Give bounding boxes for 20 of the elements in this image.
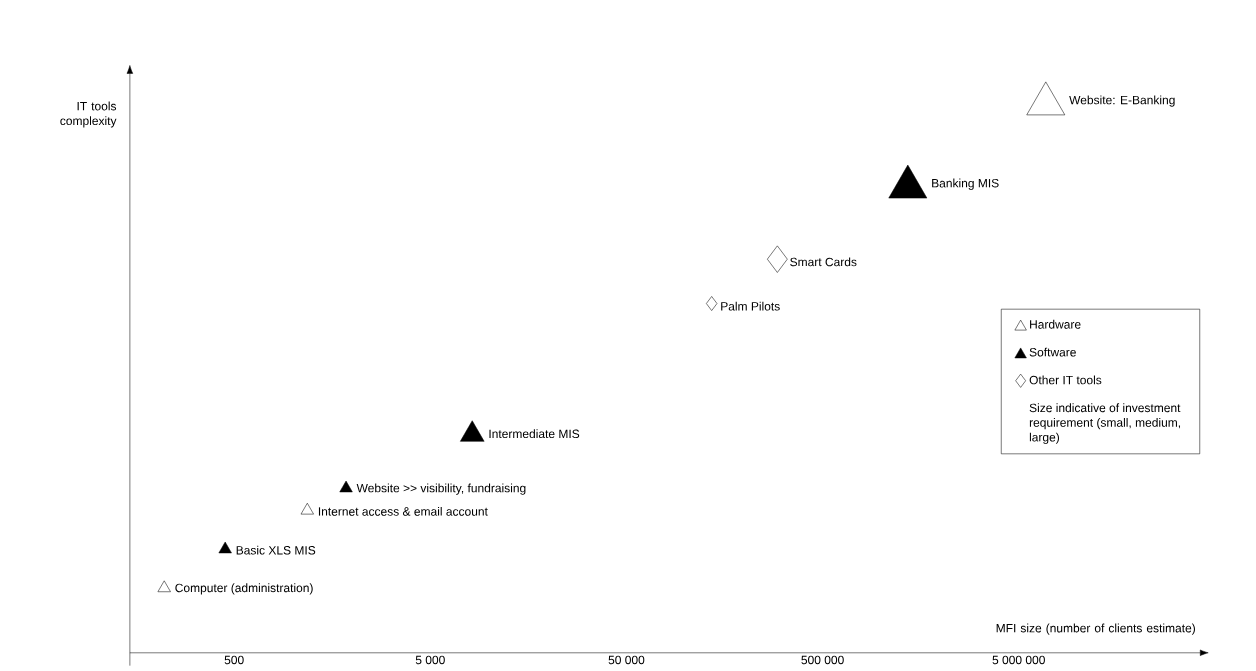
x-tick-label: 5 000 bbox=[415, 655, 445, 665]
annotation: Basic XLS MIS bbox=[236, 545, 316, 555]
annotation: Computer (administration) bbox=[175, 583, 313, 595]
annotation: Website >> visibility, fundraising bbox=[356, 483, 526, 495]
annotation: Website: E-Banking bbox=[1069, 95, 1175, 107]
annotation: Banking MIS bbox=[932, 178, 999, 190]
legend-label: Other IT tools bbox=[1029, 375, 1102, 385]
annotation: Size indicative of investment requirement (small, medium, large) bbox=[1029, 403, 1181, 444]
x-axis-title: MFI size (number of clients estimate) bbox=[996, 623, 1195, 635]
legend-label: Hardware bbox=[1030, 319, 1081, 329]
legend-label: Software bbox=[1029, 347, 1076, 357]
y-axis-title: IT tools complexity bbox=[60, 101, 117, 128]
annotation: Intermediate MIS bbox=[489, 429, 580, 439]
annotation: Smart Cards bbox=[790, 257, 857, 267]
annotation: Palm Pilots bbox=[721, 301, 780, 311]
x-tick-label: 50 000 bbox=[608, 655, 645, 665]
x-tick-label: 5 000 000 bbox=[992, 655, 1045, 665]
x-tick-label: 500 000 bbox=[801, 655, 844, 665]
x-tick-label: 500 bbox=[224, 655, 244, 665]
annotation: Internet access & email account bbox=[318, 506, 488, 516]
